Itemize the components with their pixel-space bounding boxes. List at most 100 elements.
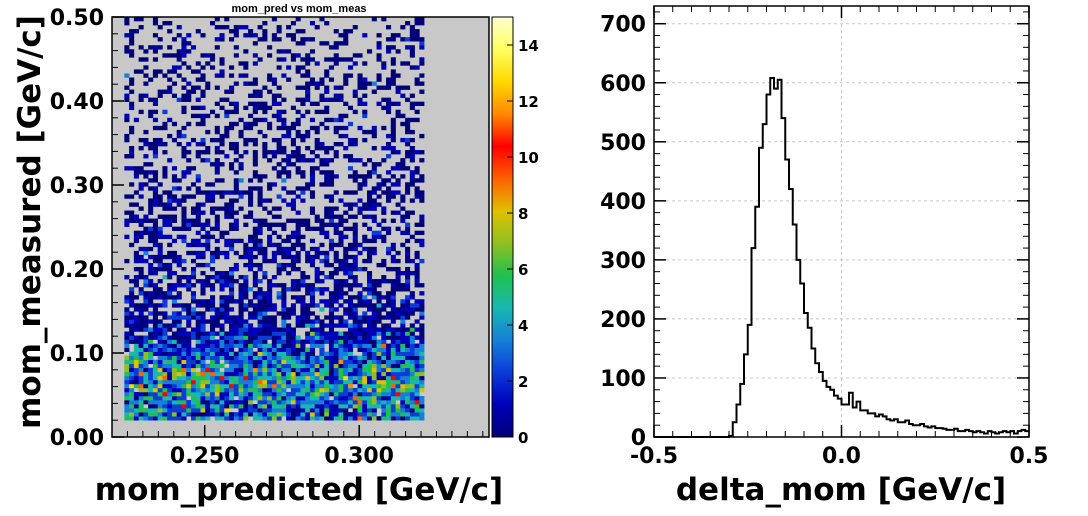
heatmap-cell bbox=[343, 57, 349, 62]
heatmap-cell bbox=[181, 412, 187, 417]
heatmap-cell bbox=[148, 396, 154, 401]
heatmap-cell bbox=[210, 234, 216, 240]
heatmap-cell bbox=[252, 61, 258, 66]
heatmap-cell bbox=[367, 387, 373, 393]
heatmap-cell bbox=[129, 29, 135, 34]
heatmap-cell bbox=[176, 351, 182, 356]
heatmap-cell bbox=[290, 202, 296, 207]
heatmap-cell bbox=[319, 226, 325, 231]
heatmap-cell bbox=[290, 137, 296, 143]
heatmap-cell bbox=[305, 347, 311, 352]
heatmap-cell bbox=[347, 121, 354, 127]
heatmap-cell bbox=[233, 178, 239, 183]
heatmap-cell bbox=[328, 246, 335, 252]
heatmap-cell bbox=[314, 250, 320, 256]
heatmap-cell bbox=[171, 303, 177, 308]
heatmap-cell bbox=[171, 371, 177, 377]
heatmap-cell bbox=[152, 291, 158, 296]
heatmap-cell bbox=[371, 202, 377, 207]
heatmap-cell bbox=[143, 129, 149, 135]
heatmap-cell bbox=[305, 412, 311, 417]
heatmap-cell bbox=[143, 162, 149, 167]
heatmap-cell bbox=[343, 363, 349, 369]
heatmap-cell bbox=[176, 262, 182, 268]
heatmap-cell bbox=[409, 65, 415, 70]
heatmap-cell bbox=[148, 146, 154, 151]
heatmap-cell bbox=[300, 242, 306, 248]
heatmap-cell bbox=[319, 375, 325, 381]
heatmap-cell bbox=[338, 214, 344, 219]
heatmap-cell bbox=[214, 162, 220, 167]
heatmap-cell bbox=[262, 150, 268, 155]
heatmap-cell bbox=[143, 218, 149, 223]
heatmap-cell bbox=[367, 81, 373, 86]
heatmap-cell bbox=[205, 335, 211, 340]
heatmap-cell bbox=[281, 109, 287, 115]
heatmap-cell bbox=[190, 347, 197, 352]
heatmap-cell bbox=[262, 291, 268, 296]
heatmap-cell bbox=[367, 379, 373, 385]
heatmap-cell bbox=[419, 81, 425, 86]
heatmap-cell bbox=[176, 279, 182, 284]
heatmap-cell bbox=[409, 307, 415, 312]
heatmap-cell bbox=[409, 33, 415, 38]
heatmap-cell bbox=[257, 174, 263, 179]
heatmap-cell bbox=[309, 246, 315, 252]
heatmap-cell bbox=[328, 375, 335, 381]
heatmap-cell bbox=[176, 383, 182, 389]
heatmap-cell bbox=[338, 339, 344, 344]
heatmap-cell bbox=[319, 331, 325, 336]
heatmap-cell bbox=[314, 339, 320, 344]
heatmap-cell bbox=[200, 367, 206, 373]
heatmap-cell bbox=[195, 254, 201, 260]
heatmap-cell bbox=[347, 206, 354, 211]
heatmap-cell bbox=[328, 339, 335, 344]
heatmap-cell bbox=[214, 363, 220, 369]
heatmap-cell bbox=[162, 141, 168, 147]
heatmap-cell bbox=[276, 339, 282, 344]
heatmap-cell bbox=[233, 222, 239, 227]
heatmap-cell bbox=[133, 327, 139, 332]
heatmap-cell bbox=[338, 33, 344, 38]
heatmap-cell bbox=[252, 89, 258, 94]
heatmap-cell bbox=[286, 323, 292, 328]
heatmap-cell bbox=[371, 206, 377, 211]
heatmap-cell bbox=[124, 355, 130, 361]
heatmap-cell bbox=[214, 73, 220, 78]
heatmap-cell bbox=[200, 279, 206, 284]
heatmap-cell bbox=[328, 351, 335, 356]
heatmap-cell bbox=[290, 339, 296, 344]
heatmap-cell bbox=[286, 287, 292, 292]
heatmap-cell bbox=[129, 81, 135, 86]
heatmap-cell bbox=[219, 141, 225, 147]
heatmap-cell bbox=[214, 45, 220, 50]
heatmap-cell bbox=[171, 351, 177, 356]
heatmap-cell bbox=[152, 238, 158, 244]
heatmap-cell bbox=[190, 69, 197, 74]
heatmap-cell bbox=[238, 379, 244, 385]
heatmap-cell bbox=[248, 101, 254, 106]
histogram-y-tick-label: 0 bbox=[631, 426, 646, 451]
heatmap-cell bbox=[300, 355, 306, 361]
heatmap-cell bbox=[171, 254, 177, 260]
heatmap-cell bbox=[152, 174, 158, 179]
heatmap-cell bbox=[148, 234, 154, 240]
heatmap-cell bbox=[352, 303, 358, 308]
heatmap-cell bbox=[300, 57, 306, 62]
heatmap-cell bbox=[267, 375, 273, 381]
heatmap-cell bbox=[267, 89, 273, 94]
heatmap-cell bbox=[157, 387, 163, 393]
heatmap-cell bbox=[405, 129, 411, 135]
heatmap-cell bbox=[371, 387, 377, 393]
heatmap-cell bbox=[167, 412, 173, 417]
colorbar-tick-label: 14 bbox=[518, 37, 539, 55]
heatmap-cell bbox=[281, 57, 287, 62]
heatmap-cell bbox=[362, 129, 368, 135]
heatmap-cell bbox=[328, 359, 335, 365]
heatmap-cell bbox=[333, 347, 339, 352]
heatmap-cell bbox=[405, 359, 411, 365]
heatmap-cell bbox=[290, 371, 296, 377]
heatmap-cell bbox=[290, 258, 296, 264]
heatmap-cell bbox=[190, 351, 197, 356]
heatmap-cell bbox=[367, 375, 373, 381]
